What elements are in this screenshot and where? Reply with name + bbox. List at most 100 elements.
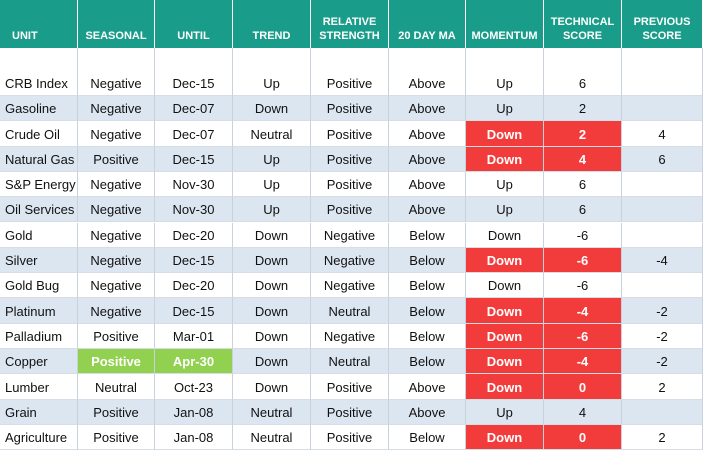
table-cell: Down	[466, 121, 544, 147]
table-cell: Silver	[0, 247, 78, 274]
table-cell: Negative	[311, 247, 389, 274]
table-cell: Below	[389, 298, 466, 324]
header-cell: RELATIVE STRENGTH	[311, 0, 389, 48]
table-cell: Down	[233, 96, 311, 122]
table-cell	[622, 96, 703, 122]
table-cell: Lumber	[0, 374, 78, 400]
table-cell: Below	[389, 323, 466, 349]
table-cell: 2	[622, 424, 703, 451]
table-cell: Palladium	[0, 323, 78, 349]
table-cell: Above	[389, 96, 466, 122]
table-cell	[622, 171, 703, 198]
table-cell: Above	[389, 399, 466, 425]
table-cell: Positive	[311, 197, 389, 223]
table-cell: Nov-30	[155, 197, 233, 223]
header-cell: TECHNICAL SCORE	[544, 0, 622, 48]
table-cell: Down	[233, 222, 311, 248]
table-cell	[622, 48, 703, 96]
table-cell: Positive	[78, 424, 155, 451]
table-cell: 4	[544, 399, 622, 425]
table-cell: -6	[544, 247, 622, 274]
table-cell: Above	[389, 48, 466, 96]
table-cell: Positive	[311, 171, 389, 198]
table-cell: Jan-08	[155, 424, 233, 451]
table-cell: Grain	[0, 399, 78, 425]
table-cell: Positive	[78, 146, 155, 172]
table-cell: Down	[466, 273, 544, 299]
table-cell	[622, 197, 703, 223]
table-cell: Negative	[78, 298, 155, 324]
table-cell: -6	[544, 323, 622, 349]
table-cell: -2	[622, 323, 703, 349]
table-cell: Up	[466, 171, 544, 198]
table-cell: 6	[544, 48, 622, 96]
table-cell: Neutral	[233, 424, 311, 451]
table-cell: 6	[544, 171, 622, 198]
table-cell: Positive	[78, 399, 155, 425]
table-cell: Up	[233, 146, 311, 172]
table-cell: -4	[544, 298, 622, 324]
table-cell: -2	[622, 298, 703, 324]
table-cell: Negative	[78, 48, 155, 96]
table-cell: Above	[389, 197, 466, 223]
table-cell: Dec-15	[155, 247, 233, 274]
table-cell: Negative	[311, 222, 389, 248]
table-cell: Dec-07	[155, 96, 233, 122]
table-cell: Neutral	[78, 374, 155, 400]
table-cell: Down	[466, 247, 544, 274]
table-cell: Copper	[0, 349, 78, 375]
table-cell: Up	[466, 96, 544, 122]
table-cell: Positive	[78, 323, 155, 349]
table-cell: Up	[233, 48, 311, 96]
table-cell: Down	[466, 374, 544, 400]
table-cell: Above	[389, 121, 466, 147]
table-cell: Dec-20	[155, 273, 233, 299]
table-cell: Below	[389, 247, 466, 274]
table-cell: Mar-01	[155, 323, 233, 349]
table-cell: 0	[544, 424, 622, 451]
header-cell: MOMENTUM	[466, 0, 544, 48]
table-cell: Up	[466, 399, 544, 425]
table-cell: Positive	[311, 121, 389, 147]
table-cell: Gold Bug	[0, 273, 78, 299]
table-cell: -6	[544, 222, 622, 248]
table-cell: 0	[544, 374, 622, 400]
table-cell: Below	[389, 273, 466, 299]
table-cell: Positive	[311, 374, 389, 400]
table-cell: Oil Services	[0, 197, 78, 223]
table-cell: 2	[622, 374, 703, 400]
table-cell: Up	[466, 197, 544, 223]
table-cell	[622, 399, 703, 425]
table-cell: Negative	[78, 273, 155, 299]
table-cell: 4	[544, 146, 622, 172]
table-cell: Above	[389, 374, 466, 400]
table-cell: Up	[233, 197, 311, 223]
table-cell: Negative	[78, 247, 155, 274]
table-cell: Positive	[311, 424, 389, 451]
table-cell: Oct-23	[155, 374, 233, 400]
table-cell: Dec-07	[155, 121, 233, 147]
header-cell: UNTIL	[155, 0, 233, 48]
table-cell: Below	[389, 222, 466, 248]
table-cell: Negative	[78, 197, 155, 223]
table-cell: Positive	[311, 399, 389, 425]
header-cell: TREND	[233, 0, 311, 48]
table-cell: Down	[233, 298, 311, 324]
table-cell	[622, 222, 703, 248]
table-cell: Below	[389, 349, 466, 375]
table-cell: Down	[466, 222, 544, 248]
table-cell: Neutral	[311, 349, 389, 375]
table-cell	[622, 273, 703, 299]
table-cell: Dec-20	[155, 222, 233, 248]
table-cell: -2	[622, 349, 703, 375]
table-cell: Down	[233, 323, 311, 349]
table-cell: Negative	[78, 121, 155, 147]
table-cell: Down	[466, 298, 544, 324]
table-cell: 6	[622, 146, 703, 172]
table-cell: Positive	[311, 48, 389, 96]
table-cell: Dec-15	[155, 146, 233, 172]
header-cell: UNIT	[0, 0, 78, 48]
table-cell: Gasoline	[0, 96, 78, 122]
table-cell: Negative	[78, 96, 155, 122]
table-cell: Up	[233, 171, 311, 198]
